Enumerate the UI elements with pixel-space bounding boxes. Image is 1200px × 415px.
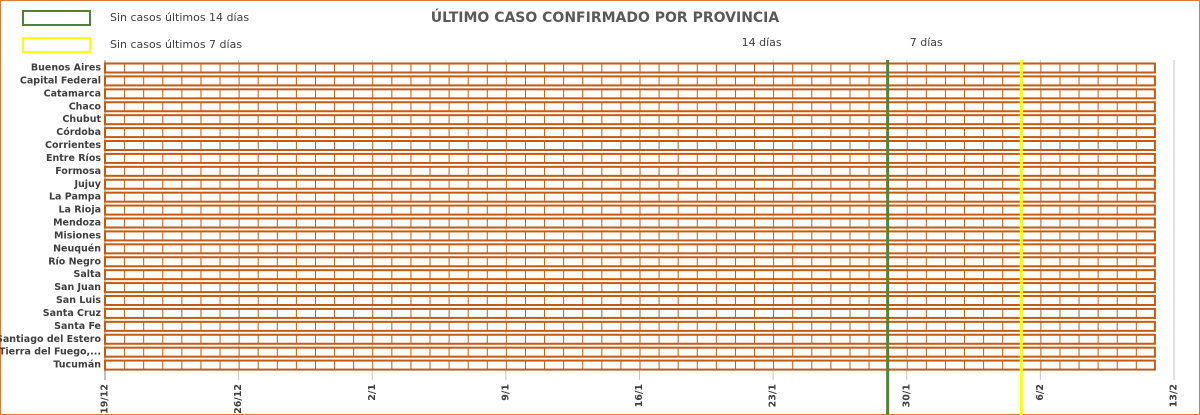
x-tick-label: 13/2 [1169, 384, 1180, 407]
bar [104, 346, 1156, 358]
y-tick-label: Jujuy [73, 179, 101, 190]
bar [104, 269, 1156, 281]
reference-label: 7 días [910, 36, 943, 49]
legend-label: Sin casos últimos 7 días [110, 38, 242, 51]
reference-label: 14 días [742, 36, 782, 49]
y-tick-label: Capital Federal [20, 75, 101, 86]
x-tick-label: 9/1 [500, 384, 511, 401]
y-tick-label: San Luis [56, 295, 101, 306]
legend-swatch [22, 37, 91, 53]
y-tick-label: Tierra del Fuego,... [0, 347, 101, 358]
bar [104, 217, 1156, 229]
bar [104, 165, 1156, 177]
y-tick-label: Chaco [69, 101, 102, 112]
legend-swatch [22, 10, 91, 26]
bar [104, 88, 1156, 100]
legend-label: Sin casos últimos 14 días [110, 11, 249, 24]
y-tick-label: Córdoba [56, 127, 101, 138]
bar [104, 256, 1156, 268]
bar [104, 204, 1156, 216]
bar [104, 75, 1156, 87]
y-tick-label: Chubut [62, 114, 101, 125]
y-tick-label: La Rioja [58, 205, 101, 216]
bar [104, 101, 1156, 113]
bar [104, 243, 1156, 255]
y-tick-label: Tucumán [53, 360, 101, 371]
y-tick-label: Santiago del Estero [0, 334, 101, 345]
y-tick-label: Formosa [55, 166, 101, 177]
y-tick-label: La Pampa [49, 192, 101, 203]
bar [104, 359, 1156, 371]
bar [104, 140, 1156, 151]
x-tick-label: 16/1 [634, 384, 645, 407]
y-tick-label: Santa Fe [54, 321, 101, 332]
y-tick-label: Río Negro [48, 256, 101, 267]
bar [104, 62, 1156, 74]
bar [104, 191, 1156, 203]
bar [104, 152, 1156, 164]
bar [104, 320, 1156, 332]
x-tick-label: 26/12 [233, 384, 244, 414]
y-tick-label: Catamarca [44, 88, 101, 99]
y-tick-label: Buenos Aires [31, 63, 101, 74]
bar [104, 127, 1156, 139]
y-tick-label: Corrientes [45, 140, 101, 151]
chart-title: ÚLTIMO CASO CONFIRMADO POR PROVINCIA [431, 8, 780, 26]
y-tick-label: Mendoza [53, 218, 101, 229]
y-tick-label: Misiones [54, 230, 101, 241]
bar [104, 114, 1156, 126]
bar [104, 333, 1156, 345]
x-tick-label: 2/1 [367, 384, 378, 401]
y-tick-label: San Juan [54, 282, 101, 293]
bar [104, 307, 1156, 319]
x-tick-label: 19/12 [100, 384, 111, 414]
x-tick-label: 30/1 [901, 384, 912, 407]
x-tick-label: 23/1 [768, 384, 779, 407]
bar [104, 230, 1156, 242]
y-tick-label: Salta [74, 269, 101, 280]
bar [104, 178, 1156, 190]
bar [104, 295, 1156, 306]
y-tick-label: Santa Cruz [43, 308, 102, 319]
bar [104, 282, 1156, 294]
y-tick-label: Neuquén [53, 243, 101, 254]
y-tick-label: Entre Ríos [46, 153, 101, 164]
x-tick-label: 6/2 [1035, 384, 1046, 401]
